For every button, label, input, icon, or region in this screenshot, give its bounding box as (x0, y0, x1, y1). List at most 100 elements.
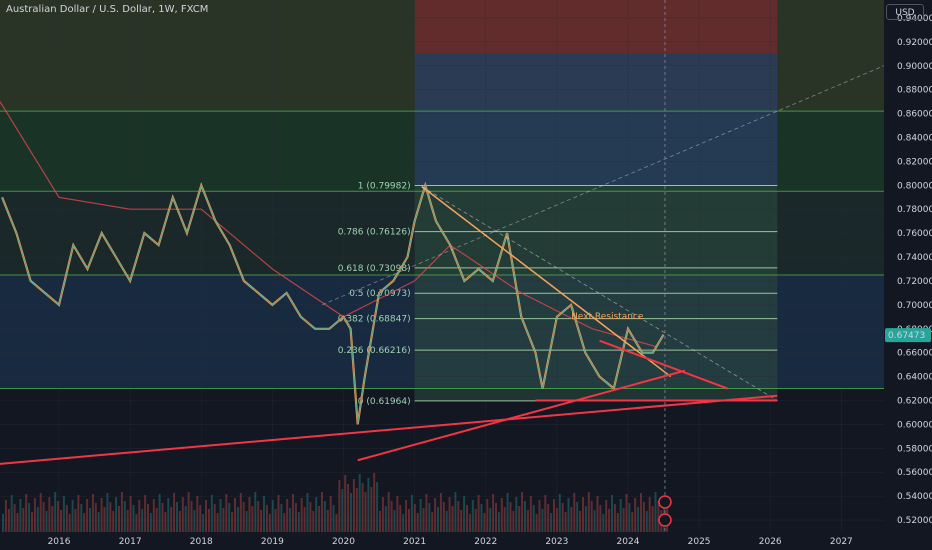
volume-bar (634, 498, 637, 532)
volume-bar (77, 495, 80, 532)
volume-bar (300, 498, 303, 532)
volume-bar (228, 503, 231, 532)
volume-bar (576, 502, 579, 532)
volume-bar (216, 513, 219, 532)
volume-bar (280, 504, 283, 532)
y-tick-label: 0.62000 (897, 396, 932, 406)
volume-bar (625, 494, 628, 532)
volume-bar (318, 506, 321, 532)
volume-bar (529, 496, 532, 532)
volume-bar (45, 511, 48, 532)
volume-bar (271, 500, 274, 532)
volume-bar (521, 492, 524, 532)
descending-trendline (421, 185, 672, 378)
volume-bar (376, 482, 379, 532)
volume-bar (187, 492, 190, 532)
volume-bar (112, 511, 115, 532)
volume-bar (439, 493, 442, 532)
volume-bar (80, 504, 83, 532)
volume-bar (393, 510, 396, 532)
volume-bar (428, 503, 431, 532)
volume-bar (39, 493, 42, 532)
rising-support-line (357, 369, 686, 462)
volume-bar (413, 504, 416, 532)
volume-bar (42, 502, 45, 532)
volume-bar (471, 500, 474, 532)
volume-bar (503, 507, 506, 532)
volume-bar (277, 495, 280, 532)
volume-bar (193, 510, 196, 532)
volume-bar (184, 506, 187, 532)
volume-bar (158, 494, 161, 532)
volume-bar (642, 502, 645, 532)
volume-bar (410, 495, 413, 532)
volume-bar (94, 503, 97, 532)
volume-bar (48, 497, 51, 532)
volume-bar (109, 502, 112, 532)
volume-bar (71, 500, 74, 532)
volume-bar (535, 514, 538, 532)
x-tick-label: 2017 (119, 537, 142, 547)
volume-bar (408, 509, 410, 532)
y-tick-label: 0.70000 (897, 301, 932, 311)
volume-bar (263, 496, 265, 532)
volume-bar (486, 499, 489, 532)
volume-bar (283, 513, 286, 532)
volume-bar (550, 513, 553, 532)
x-tick-label: 2025 (688, 537, 711, 547)
volume-bar (495, 503, 497, 532)
volume-bar (654, 492, 657, 532)
volume-bar (7, 509, 10, 532)
volume-bar (289, 508, 292, 532)
dashed-up-trendline (322, 65, 885, 306)
volume-bar (518, 506, 521, 532)
volume-bar (352, 479, 355, 532)
volume-bar (611, 495, 613, 532)
volume-bar (323, 501, 326, 532)
volume-bar (628, 503, 631, 532)
volume-bar (242, 502, 245, 532)
volume-bar (10, 495, 13, 532)
volume-bar (152, 499, 155, 532)
volume-bar (176, 502, 178, 532)
volume-bar (350, 493, 352, 532)
volume-bar (648, 497, 651, 532)
currency-selector[interactable]: USD (886, 4, 924, 20)
x-axis-panel (0, 532, 932, 550)
volume-bar (416, 513, 419, 532)
volume-bar (83, 513, 86, 532)
volume-bar (16, 513, 19, 532)
volume-bar (483, 513, 486, 532)
volume-bar (558, 494, 561, 532)
volume-bar (190, 501, 193, 532)
volume-bar (613, 504, 616, 532)
volume-bar (236, 507, 239, 532)
volume-bar (596, 496, 599, 532)
volume-bar (326, 510, 329, 532)
x-tick-label: 2024 (617, 537, 640, 547)
volume-bar (425, 494, 428, 532)
volume-bar (341, 489, 344, 532)
volume-bar (135, 514, 138, 532)
volume-bar (564, 512, 567, 532)
volume-bar (164, 512, 167, 532)
volume-bar (106, 493, 109, 532)
volume-bar (335, 514, 338, 532)
y-tick-label: 0.56000 (897, 468, 932, 478)
volume-bar (379, 511, 381, 532)
volume-bar (573, 493, 576, 532)
fib-box-top (414, 0, 778, 54)
volume-bar (173, 493, 176, 532)
fib-label: 0.618 (0.73098) (338, 264, 411, 274)
volume-bar (68, 514, 71, 532)
volume-bar (622, 508, 625, 532)
volume-bar (155, 508, 158, 532)
volume-bar (207, 509, 210, 532)
volume-bar (332, 505, 335, 532)
volume-bar (567, 498, 570, 532)
volume-bar (132, 505, 135, 532)
y-tick-label: 0.54000 (897, 492, 932, 502)
volume-bar (593, 510, 596, 532)
x-tick-label: 2019 (261, 537, 284, 547)
